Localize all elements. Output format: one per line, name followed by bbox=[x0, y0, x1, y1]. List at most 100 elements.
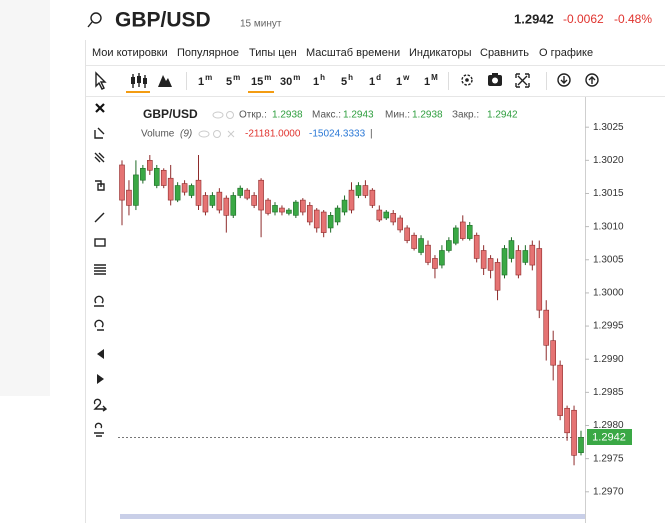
volume-icons[interactable] bbox=[198, 130, 235, 138]
fullscreen-icon[interactable] bbox=[515, 73, 530, 88]
timeframe-unit: M bbox=[431, 73, 438, 82]
candle-body bbox=[459, 221, 466, 239]
drawing-tools bbox=[93, 103, 108, 437]
volume-value: -21181.0000 bbox=[245, 129, 301, 140]
candle-body bbox=[209, 195, 216, 206]
tool[interactable] bbox=[97, 349, 104, 359]
candle-body bbox=[167, 177, 174, 201]
line-tool[interactable] bbox=[94, 212, 105, 223]
candle-body bbox=[293, 201, 299, 216]
menu-item[interactable]: Мои котировки bbox=[92, 47, 168, 59]
search-icon[interactable] bbox=[87, 12, 102, 28]
volume-strip bbox=[120, 514, 585, 519]
candle-body bbox=[341, 199, 348, 213]
volume-param: (9) bbox=[180, 129, 192, 140]
candle-body bbox=[369, 189, 376, 206]
timeframe-number: 15 bbox=[251, 76, 263, 88]
tool[interactable] bbox=[94, 127, 105, 139]
legend-label: Мин.: bbox=[385, 110, 410, 121]
y-tick-label: 1.3005 bbox=[593, 254, 624, 265]
volume-label: Volume bbox=[141, 129, 175, 140]
candle-body bbox=[313, 209, 320, 229]
y-tick-label: 1.3010 bbox=[593, 221, 624, 232]
candle-body bbox=[439, 250, 445, 266]
candle-body bbox=[279, 207, 285, 213]
upload-icon[interactable] bbox=[585, 73, 599, 87]
timeframe-number: 1 bbox=[313, 76, 319, 88]
tool[interactable] bbox=[95, 180, 105, 191]
legend-label: Закр.: bbox=[452, 110, 479, 121]
cursor-tool[interactable] bbox=[95, 71, 107, 90]
candle-body bbox=[174, 185, 181, 201]
y-tick-label: 1.2995 bbox=[593, 321, 624, 332]
candle-body bbox=[216, 191, 223, 211]
candle-body bbox=[446, 240, 452, 251]
candle-body bbox=[501, 248, 508, 276]
tool[interactable] bbox=[94, 295, 104, 307]
candle-body bbox=[515, 250, 522, 276]
timeframe-unit: w bbox=[402, 73, 410, 82]
candle-body bbox=[181, 183, 188, 193]
candle-body bbox=[432, 258, 438, 269]
candle-body bbox=[230, 195, 237, 216]
candle-body bbox=[327, 215, 334, 229]
area-tool[interactable] bbox=[158, 75, 172, 87]
candle-body bbox=[550, 340, 556, 366]
legend-value: 1.2938 bbox=[272, 110, 303, 121]
menu-item[interactable]: Индикаторы bbox=[409, 47, 472, 59]
camera-icon[interactable] bbox=[488, 73, 502, 86]
rect-tool[interactable] bbox=[94, 238, 106, 247]
tool[interactable] bbox=[93, 398, 108, 412]
candle-body bbox=[160, 169, 167, 186]
candle-body bbox=[153, 167, 160, 186]
candle-body bbox=[237, 187, 244, 196]
timeframes: 1 m 5 m 15 m 30 m 1 h 5 h 1 d 1 w 1 M bbox=[198, 73, 438, 88]
tool[interactable] bbox=[94, 152, 105, 163]
price-tag bbox=[587, 429, 632, 445]
download-icon[interactable] bbox=[557, 73, 571, 87]
candles-tool[interactable] bbox=[131, 73, 147, 88]
candle-body bbox=[223, 197, 230, 216]
fib-tool[interactable] bbox=[94, 264, 106, 275]
tool[interactable] bbox=[94, 422, 104, 437]
candle-body bbox=[140, 167, 146, 181]
candle-body bbox=[188, 185, 195, 196]
timeframe[interactable]: 30 m bbox=[280, 73, 300, 88]
legend-value: 1.2942 bbox=[487, 110, 518, 121]
candle-body bbox=[480, 250, 487, 269]
menu-item[interactable]: Масштаб времени bbox=[306, 47, 400, 59]
candle-body bbox=[536, 248, 543, 311]
toolbar bbox=[95, 71, 599, 93]
volume-cursor: | bbox=[370, 129, 373, 140]
menu-item[interactable]: Сравнить bbox=[480, 47, 529, 59]
menu-item[interactable]: О графике bbox=[539, 47, 593, 59]
menu-item[interactable]: Типы цен bbox=[249, 47, 297, 59]
timeframe-unit: m bbox=[293, 73, 300, 82]
timeframe[interactable]: 15 m bbox=[251, 73, 271, 88]
timeframe-unit: m bbox=[264, 73, 271, 82]
tool[interactable] bbox=[97, 374, 104, 384]
timeframe-number: 5 bbox=[341, 76, 347, 88]
timeframe-number: 1 bbox=[424, 76, 430, 88]
timeframe-number: 1 bbox=[369, 76, 375, 88]
tool[interactable] bbox=[94, 319, 104, 331]
settings-icon[interactable] bbox=[461, 74, 473, 86]
candle-body bbox=[543, 309, 550, 346]
candle-body bbox=[390, 213, 397, 223]
candle-body bbox=[126, 189, 132, 206]
eye-icon[interactable] bbox=[212, 111, 234, 119]
candle-body bbox=[300, 199, 306, 213]
candle-body bbox=[466, 224, 473, 239]
candle-body bbox=[529, 244, 536, 266]
menu-item[interactable]: Популярное bbox=[177, 47, 239, 59]
close-tool[interactable] bbox=[95, 103, 105, 113]
